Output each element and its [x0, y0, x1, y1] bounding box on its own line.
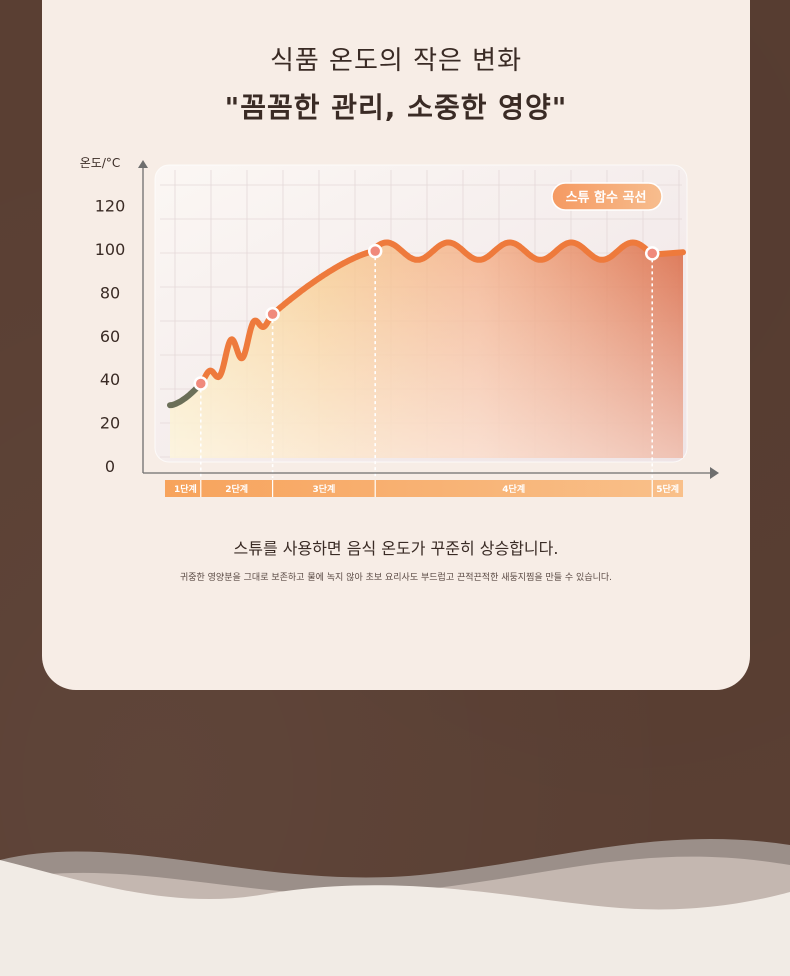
stage-dividers [199, 251, 654, 478]
legend-badge: 스튜 함수 곡선 [551, 182, 663, 211]
y-tick-label: 120 [95, 197, 126, 216]
curve-marker [265, 306, 280, 322]
page-title: 식품 온도의 작은 변화 [269, 46, 523, 76]
curve-marker [193, 376, 209, 391]
y-tick-label: 80 [100, 283, 120, 302]
legend-badge-bg [551, 182, 663, 211]
temperature-chart: 온도/°C 0 20 40 60 80 100 120 1단계 2단계 3단계 4단계 5단계 스튜… [80, 156, 719, 497]
y-tick-label: 40 [100, 370, 120, 389]
page-subtitle: "꼼꼼한 관리, 소중한 영양" [224, 91, 568, 124]
curve-marker [644, 246, 660, 261]
legend-badge-label: 스튜 함수 곡선 [566, 190, 647, 206]
curve-start-segment [167, 380, 204, 409]
stage-label: 1단계 [174, 483, 197, 495]
y-tick-label: 100 [95, 240, 126, 259]
chart-axes [138, 160, 719, 479]
wave-front [0, 860, 790, 976]
bottom-wave-decoration [0, 838, 790, 976]
y-axis-label: 온도/°C [80, 156, 121, 170]
curve-markers [193, 243, 660, 391]
stage-label: 5단계 [656, 483, 679, 495]
y-tick-label: 0 [105, 457, 115, 476]
x-axis-arrow [710, 467, 719, 479]
y-tick-label: 60 [100, 327, 120, 346]
stage-bar-bg [165, 480, 683, 497]
y-axis-arrow [138, 160, 148, 168]
description-main: 스튜를 사용하면 음식 온도가 꾸준히 상승합니다. [233, 539, 559, 558]
curve-marker [367, 243, 383, 259]
stage-label: 4단계 [502, 483, 525, 495]
description-sub: 귀중한 영양분을 그대로 보존하고 물에 녹지 않아 초보 요리사도 부드럽고 … [179, 573, 613, 583]
stage-label: 2단계 [225, 483, 248, 495]
stage-bar: 1단계 2단계 3단계 4단계 5단계 [165, 480, 683, 497]
y-tick-label: 20 [100, 414, 120, 433]
y-tick-labels: 0 20 40 60 80 100 120 [95, 197, 126, 476]
stage-label: 3단계 [312, 483, 335, 495]
